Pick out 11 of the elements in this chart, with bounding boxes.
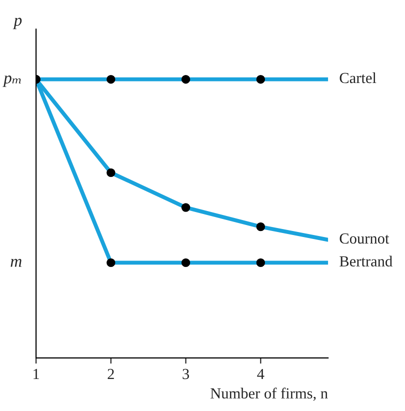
x-tick-label: 1 <box>34 368 39 379</box>
y-axis-title: p <box>12 18 22 30</box>
x-tick-label: 3 <box>182 368 190 380</box>
series-label: Cartel <box>340 72 376 84</box>
series-label: Bertrand <box>340 256 392 267</box>
x-axis-title: Number of firms, n <box>210 388 328 401</box>
series-label: Cournot <box>340 233 390 244</box>
x-tick-label: 2 <box>108 368 114 379</box>
annotation: pₘ <box>2 75 21 87</box>
text: m <box>10 258 22 267</box>
x-tick-label: 4 <box>257 368 264 379</box>
